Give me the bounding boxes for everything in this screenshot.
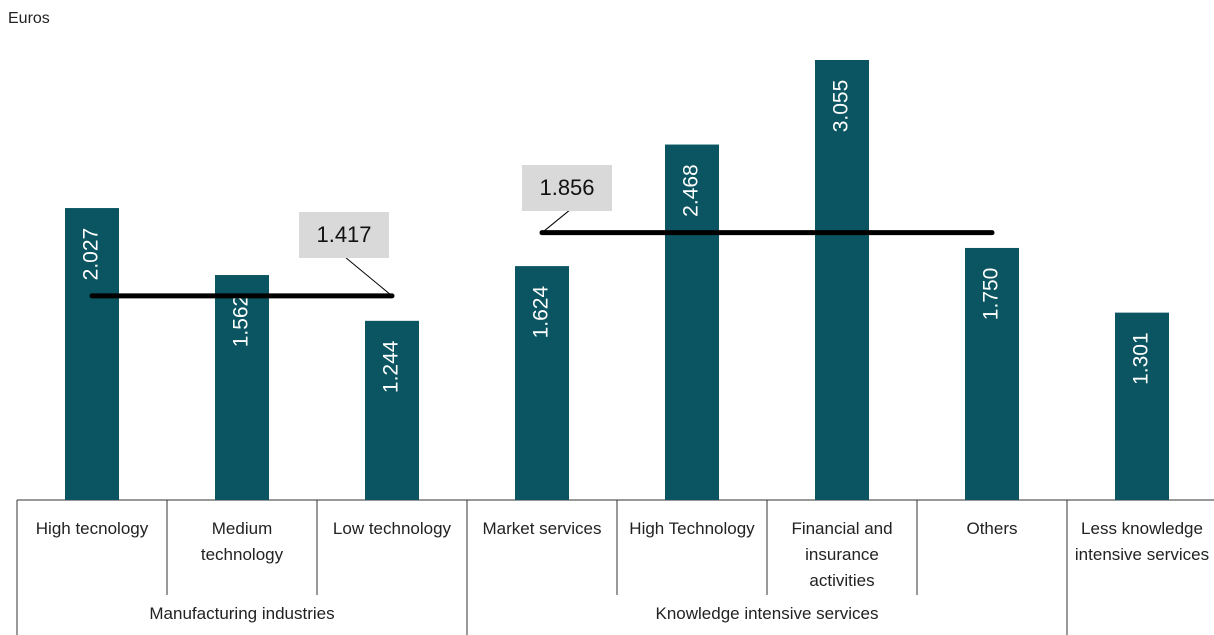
bar: [215, 275, 269, 500]
x-tick-label: Low technology: [332, 519, 452, 538]
value-label: 1.244: [380, 340, 403, 393]
value-label: 3.055: [830, 80, 853, 133]
bar: [1115, 312, 1169, 500]
bar: [665, 144, 719, 500]
x-tick-label: Less knowledge intensive services: [1074, 519, 1210, 564]
leader-line: [345, 257, 393, 297]
leader-line: [541, 210, 570, 234]
value-label: 1.750: [980, 268, 1003, 321]
bar: [515, 266, 569, 500]
x-tick-label: Market services: [482, 519, 602, 538]
unit-label: Euros: [8, 10, 50, 27]
x-tick-label: High Technology: [629, 519, 755, 538]
value-label: 2.468: [680, 164, 703, 217]
group-label: Manufacturing industries: [149, 604, 335, 623]
value-label: 1.562: [230, 295, 253, 348]
x-tick-label: Medium technology: [200, 519, 284, 564]
value-label: 1.301: [1130, 332, 1153, 385]
value-label: 2.027: [80, 228, 103, 281]
x-tick-label: Financial and insurance activities: [791, 519, 893, 590]
bar: [815, 60, 869, 500]
average-label: 1.417: [299, 211, 389, 258]
x-tick-label: Others: [966, 519, 1018, 538]
average-label: 1.856: [522, 164, 612, 211]
group-label: Knowledge intensive services: [655, 604, 879, 623]
x-tick-label: High tecnology: [35, 519, 149, 538]
bar: [365, 320, 419, 500]
value-label: 1.624: [530, 286, 553, 339]
bar: [65, 208, 119, 501]
bar: [965, 247, 1019, 500]
